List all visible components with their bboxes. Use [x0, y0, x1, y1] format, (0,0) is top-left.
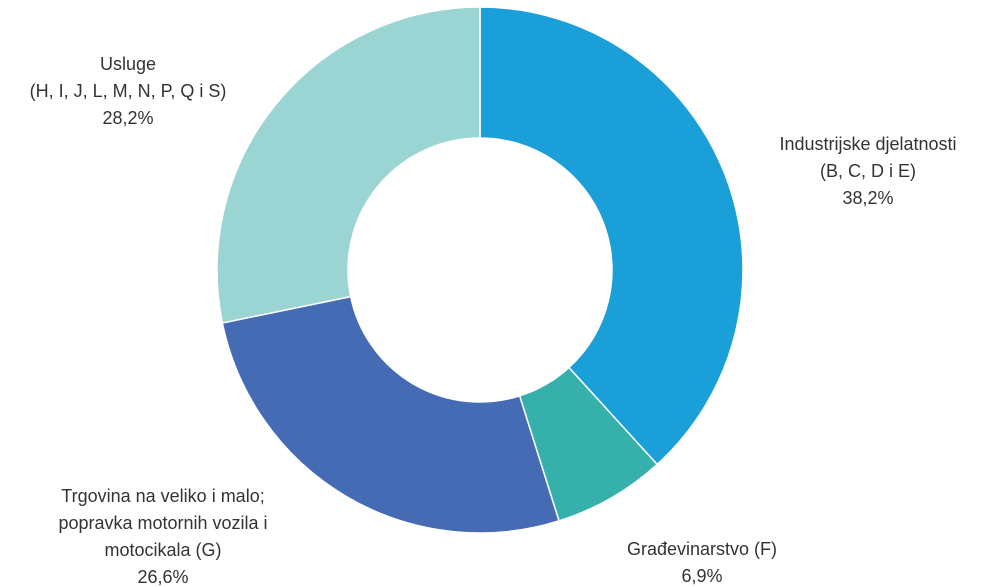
donut-segment — [221, 295, 560, 534]
value-label: 28,2% — [102, 108, 153, 128]
donut-segment — [216, 6, 481, 324]
category-label: (H, I, J, L, M, N, P, Q i S) — [30, 81, 227, 101]
category-label: Građevinarstvo (F) — [627, 539, 777, 559]
value-label: 26,6% — [137, 567, 188, 587]
value-label: 38,2% — [842, 188, 893, 208]
donut-segment — [479, 6, 744, 466]
category-label: popravka motornih vozila i — [58, 513, 267, 533]
category-label: (B, C, D i E) — [820, 161, 916, 181]
category-label: Trgovina na veliko i malo; — [61, 486, 264, 506]
category-label: motocikala (G) — [104, 540, 221, 560]
category-label: Industrijske djelatnosti — [779, 134, 956, 154]
value-label: 6,9% — [681, 566, 722, 586]
category-label: Usluge — [100, 54, 156, 74]
